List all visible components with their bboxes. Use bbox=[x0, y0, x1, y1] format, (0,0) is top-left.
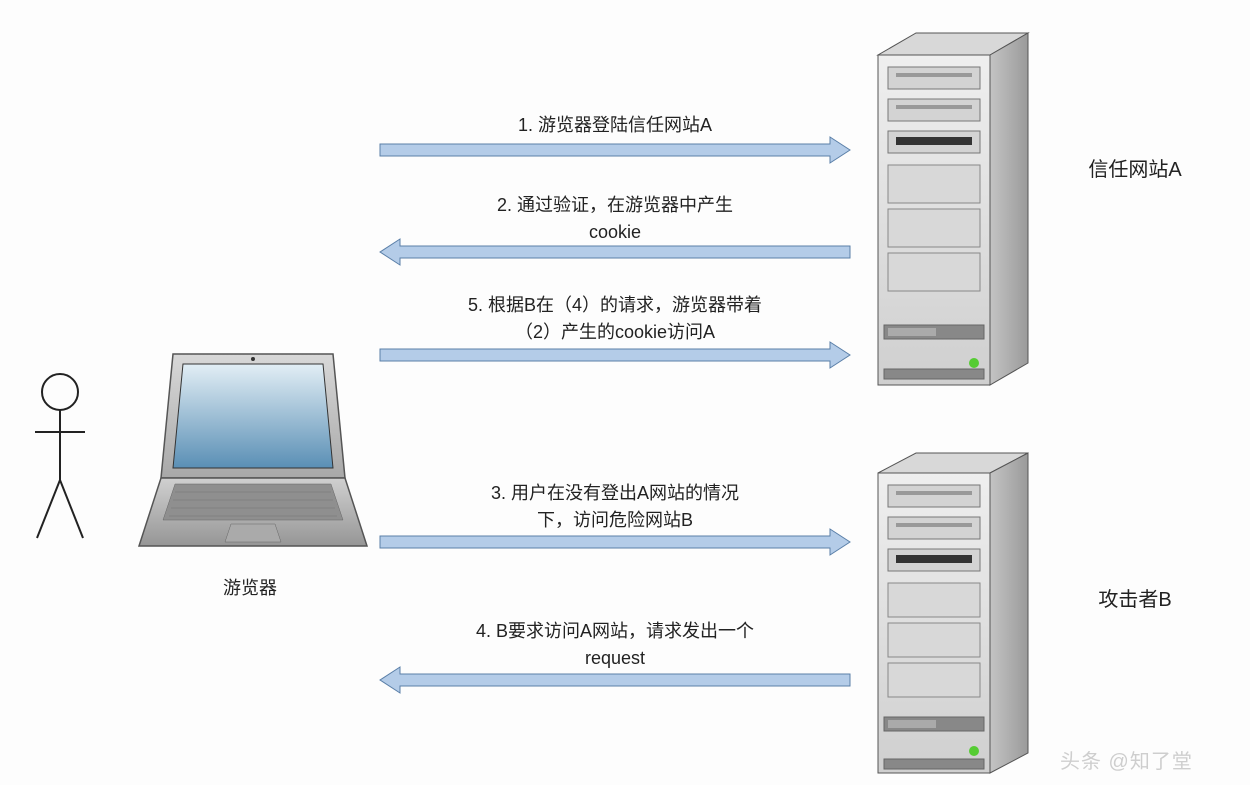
watermark-text: 头条 @知了堂 bbox=[1060, 745, 1193, 774]
arrow-1-label: 1. 游览器登陆信任网站A bbox=[380, 112, 850, 139]
arrow-4-label: 4. B要求访问A网站，请求发出一个 request bbox=[380, 618, 850, 672]
arrow-2-label: 2. 通过验证，在游览器中产生 cookie bbox=[380, 192, 850, 246]
arrow-3-label: 3. 用户在没有登出A网站的情况 下，访问危险网站B bbox=[380, 480, 850, 534]
arrow-a1 bbox=[380, 137, 850, 163]
arrow-5-label: 5. 根据B在（4）的请求，游览器带着 （2）产生的cookie访问A bbox=[380, 292, 850, 346]
diagram-canvas: 游览器 bbox=[0, 0, 1250, 782]
